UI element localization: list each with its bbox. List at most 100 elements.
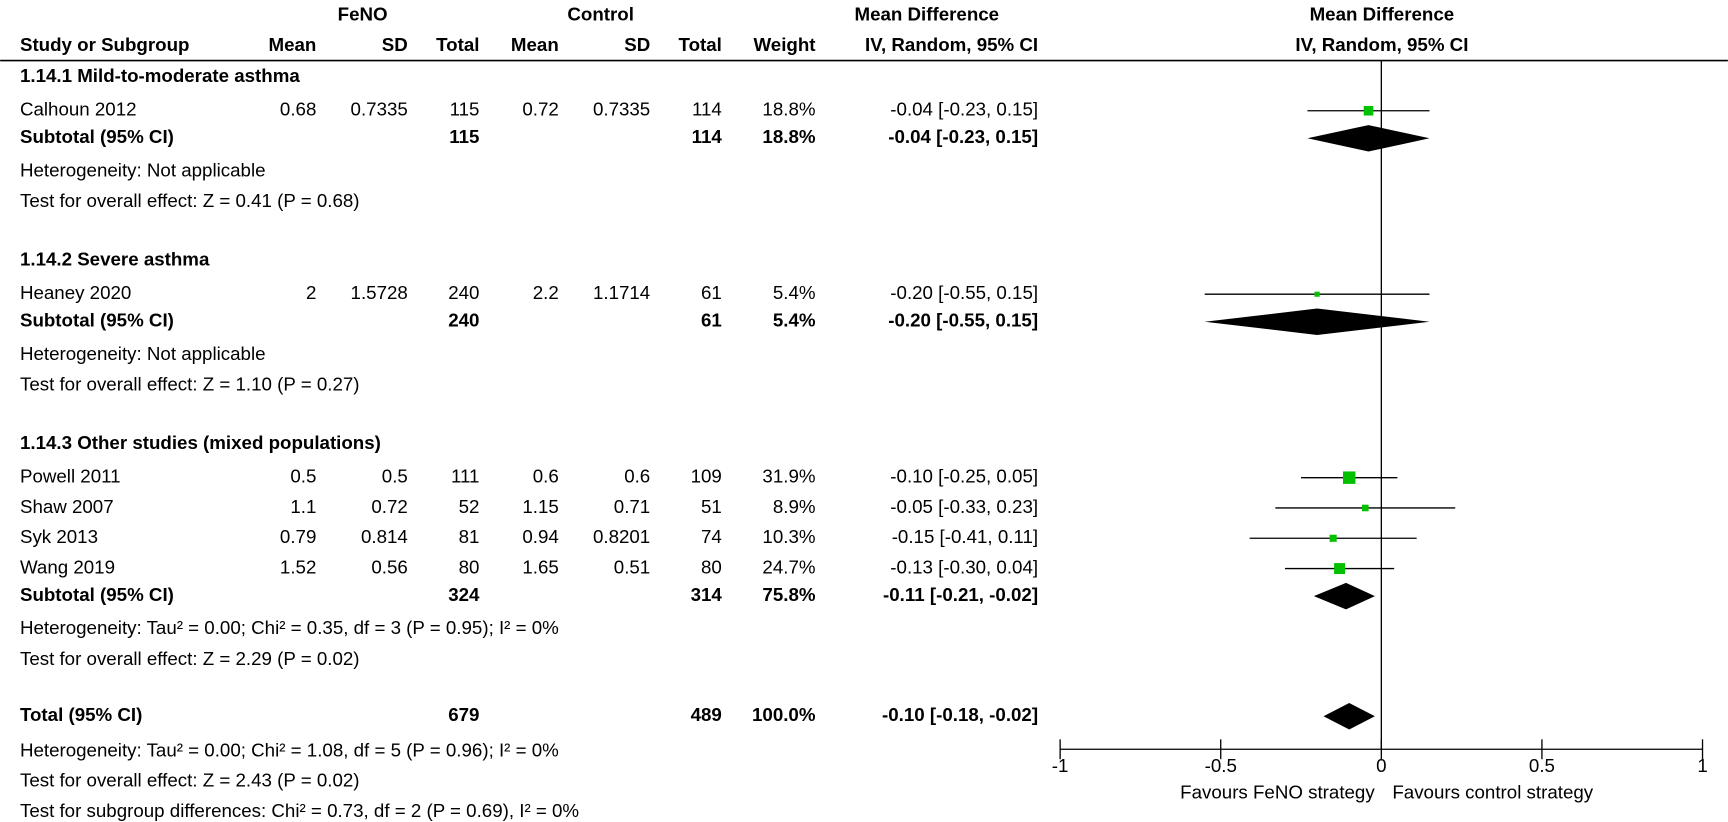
study-name: Syk 2013	[20, 526, 98, 547]
cell: -0.15 [-0.41, 0.11]	[892, 526, 1038, 547]
cell: 0.7335	[593, 99, 650, 120]
cell: 8.9%	[773, 496, 816, 517]
study-box	[1329, 534, 1337, 542]
x-tick-label: -0.5	[1205, 755, 1237, 776]
study-name: Calhoun 2012	[20, 99, 137, 120]
study-name: Heaney 2020	[20, 282, 131, 303]
cell: 51	[701, 496, 722, 517]
cell: 0.6	[533, 466, 559, 487]
cell: 114	[692, 126, 723, 147]
subtotal-name: Subtotal (95% CI)	[20, 310, 174, 331]
cell: 80	[459, 557, 480, 578]
diamond	[1313, 582, 1375, 610]
cell: 109	[691, 466, 722, 487]
study-box	[1314, 291, 1320, 297]
column-header: Weight	[753, 34, 815, 55]
cell: 24.7%	[762, 557, 815, 578]
cell: 75.8%	[762, 584, 815, 605]
cell: 1.65	[522, 557, 558, 578]
cell: 5.4%	[773, 310, 816, 331]
cell: 74	[701, 526, 722, 547]
cell: 0.79	[280, 526, 316, 547]
x-label-right: Favours control strategy	[1392, 781, 1593, 802]
cell: -0.05 [-0.33, 0.23]	[890, 496, 1038, 517]
cell: -0.11 [-0.21, -0.02]	[883, 584, 1038, 605]
cell: 115	[450, 99, 480, 120]
note: Heterogeneity: Not applicable	[20, 159, 266, 180]
cell: 111	[451, 466, 479, 487]
cell: 1.1	[290, 496, 316, 517]
group-heading: 1.14.2 Severe asthma	[20, 249, 210, 270]
cell: -0.10 [-0.25, 0.05]	[890, 466, 1038, 487]
cell: 0.814	[361, 526, 408, 547]
study-name: Powell 2011	[20, 466, 121, 487]
cell: -0.20 [-0.55, 0.15]	[888, 310, 1038, 331]
cell: 240	[448, 310, 479, 331]
cell: 0.51	[614, 557, 650, 578]
cell: 0.71	[614, 496, 650, 517]
cell: 10.3%	[762, 526, 815, 547]
plot-title: Mean Difference	[1310, 3, 1455, 24]
subtotal-name: Subtotal (95% CI)	[20, 584, 174, 605]
note: Test for overall effect: Z = 1.10 (P = 0…	[20, 374, 360, 395]
cell: 489	[691, 704, 722, 725]
total-name: Total (95% CI)	[20, 704, 142, 725]
cell: 2.2	[533, 282, 559, 303]
diamond	[1307, 125, 1430, 152]
column-header: Mean	[511, 34, 559, 55]
x-tick-label: 0.5	[1529, 755, 1555, 776]
cell: 1.52	[280, 557, 316, 578]
column-header: IV, Random, 95% CI	[865, 34, 1038, 55]
cell: 324	[448, 584, 480, 605]
cell: 100.0%	[752, 704, 816, 725]
diamond	[1204, 308, 1430, 335]
study-box	[1361, 504, 1369, 512]
cell: 0.5	[290, 466, 316, 487]
cell: 0.7335	[351, 99, 408, 120]
note: Heterogeneity: Tau² = 0.00; Chi² = 0.35,…	[20, 617, 559, 638]
cell: 1.15	[522, 496, 558, 517]
note: Heterogeneity: Not applicable	[20, 343, 266, 364]
cell: 61	[701, 310, 722, 331]
note: Test for overall effect: Z = 0.41 (P = 0…	[20, 190, 360, 211]
study-box	[1363, 105, 1374, 116]
column-header: Mean	[269, 34, 317, 55]
cell: 2	[306, 282, 316, 303]
cell: 114	[692, 99, 722, 120]
cell: -0.20 [-0.55, 0.15]	[890, 282, 1038, 303]
cell: -0.10 [-0.18, -0.02]	[882, 704, 1038, 725]
cell: 0.5	[382, 466, 408, 487]
cell: 1.1714	[593, 282, 650, 303]
study-name: Wang 2019	[20, 557, 115, 578]
cell: 0.72	[371, 496, 407, 517]
x-label-left: Favours FeNO strategy	[1180, 781, 1375, 802]
cell: 115	[449, 126, 479, 147]
cell: 0.72	[522, 99, 558, 120]
note: Test for overall effect: Z = 2.29 (P = 0…	[20, 648, 360, 669]
x-tick-label: 1	[1697, 755, 1707, 776]
study-box	[1342, 471, 1356, 484]
column-header: Study or Subgroup	[20, 34, 190, 55]
cell: 52	[459, 496, 480, 517]
note: Test for subgroup differences: Chi² = 0.…	[20, 800, 579, 821]
cell: 1.5728	[351, 282, 408, 303]
cell: 80	[701, 557, 722, 578]
group-header: FeNO	[338, 3, 388, 24]
column-header: Total	[679, 34, 722, 55]
cell: -0.04 [-0.23, 0.15]	[890, 99, 1038, 120]
study-box	[1334, 563, 1346, 575]
column-header: Total	[436, 34, 479, 55]
diamond	[1323, 702, 1375, 730]
effect-header: Mean Difference	[855, 3, 1000, 24]
column-header: SD	[382, 34, 408, 55]
cell: 0.94	[522, 526, 558, 547]
cell: 0.6	[624, 466, 650, 487]
cell: 0.56	[371, 557, 407, 578]
cell: 240	[448, 282, 479, 303]
cell: 679	[448, 704, 479, 725]
cell: 31.9%	[762, 466, 815, 487]
column-header: SD	[624, 34, 650, 55]
cell: 0.8201	[593, 526, 650, 547]
